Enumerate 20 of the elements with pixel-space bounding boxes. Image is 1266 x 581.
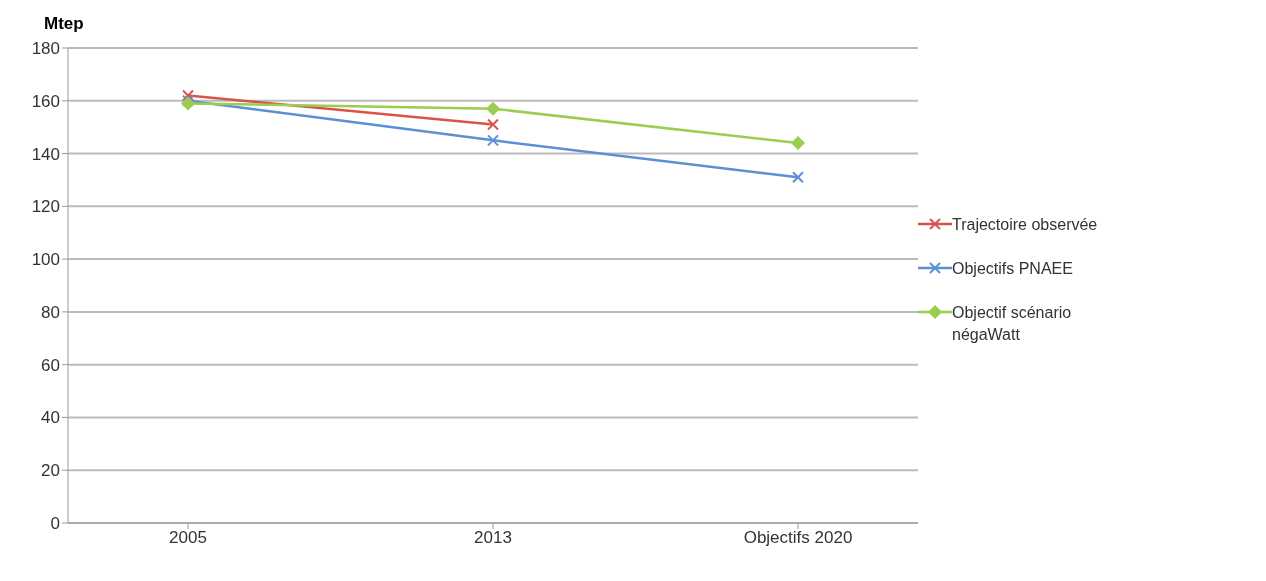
y-tick-label: 40	[41, 408, 60, 428]
y-tick-label: 160	[31, 91, 60, 111]
point	[791, 136, 805, 150]
legend-label: Trajectoire observée	[952, 214, 1099, 235]
legend-label: Objectif scénario négaWatt	[952, 302, 1073, 345]
point	[486, 101, 500, 116]
point	[181, 96, 195, 111]
y-tick-label: 180	[31, 39, 60, 59]
y-tick-label: 20	[41, 461, 60, 481]
y-tick-label: 60	[41, 355, 60, 375]
y-tick-label: 120	[31, 197, 60, 217]
y-tick-label: 100	[31, 250, 60, 270]
x-tick-label: 2013	[474, 528, 512, 548]
x-tick-label: Objectifs 2020	[743, 528, 853, 548]
y-tick-label: 80	[41, 302, 60, 322]
legend-label: Objectifs PNAEE	[952, 258, 1074, 279]
y-tick-label: 140	[31, 144, 60, 164]
y-tick-label: 0	[50, 514, 60, 534]
x-tick-label: 2005	[169, 528, 207, 548]
y-axis-title: Mtep	[44, 14, 84, 34]
